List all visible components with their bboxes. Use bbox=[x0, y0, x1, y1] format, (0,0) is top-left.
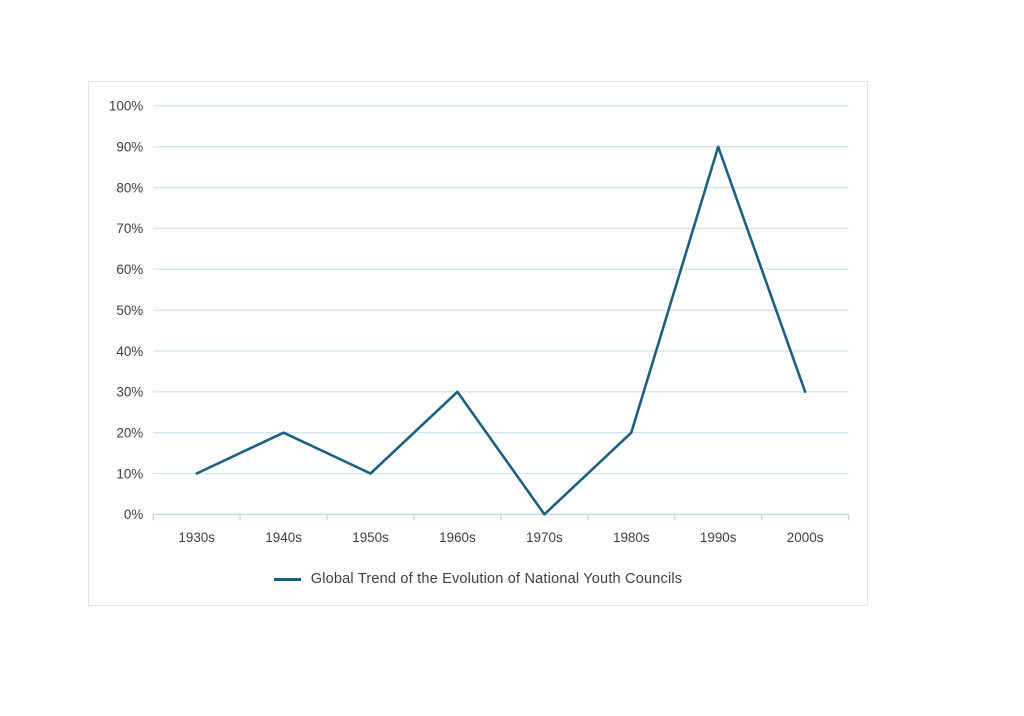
data-line bbox=[195, 145, 807, 516]
y-axis-tick-label: 0% bbox=[124, 507, 143, 522]
y-axis-tick-label: 100% bbox=[109, 99, 143, 114]
line-chart: 0% 10% 20% 30% 40% 50% 60% 70% 80% 90% 100% 1930s 19… bbox=[109, 99, 850, 545]
x-axis-label: 2000s bbox=[787, 530, 824, 545]
x-axis-label: 1990s bbox=[700, 530, 737, 545]
x-axis-label: 1980s bbox=[613, 530, 650, 545]
legend-label: Global Trend of the Evolution of Nationa… bbox=[310, 571, 683, 587]
x-axis-label: 1930s bbox=[178, 530, 215, 545]
y-axis-tick-label: 80% bbox=[116, 180, 143, 195]
chart-container: 0% 10% 20% 30% 40% 50% 60% 70% 80% 90% 100% 1930s 19… bbox=[88, 81, 868, 606]
y-axis-tick-label: 30% bbox=[116, 385, 143, 400]
y-axis-tick-label: 70% bbox=[116, 221, 143, 236]
y-axis-tick-label: 50% bbox=[116, 303, 143, 318]
y-axis-tick-label: 20% bbox=[116, 425, 143, 440]
y-axis-tick-label: 10% bbox=[116, 466, 143, 481]
y-axis-tick-label: 90% bbox=[116, 140, 143, 155]
y-axis-tick-label: 60% bbox=[116, 262, 143, 277]
x-axis-label: 1940s bbox=[265, 530, 302, 545]
chart-legend: Global Trend of the Evolution of Nationa… bbox=[89, 571, 867, 587]
x-axis-label: 1950s bbox=[352, 530, 389, 545]
y-axis-tick-label: 40% bbox=[116, 344, 143, 359]
x-axis-label: 1970s bbox=[526, 530, 563, 545]
x-axis-label: 1960s bbox=[439, 530, 476, 545]
legend-line-swatch bbox=[273, 577, 301, 581]
